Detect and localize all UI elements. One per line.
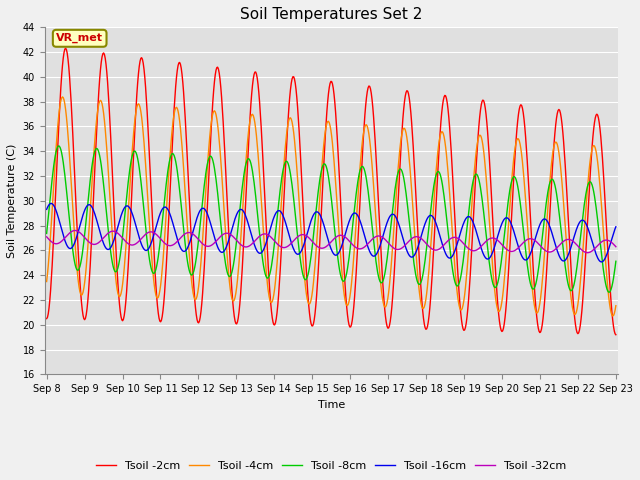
Tsoil -2cm (170, 107, 178, 112)
Tsoil -16cm (401, 243, 409, 249)
Tsoil -16cm (612, 224, 620, 229)
Tsoil -32cm (418, 236, 426, 242)
Tsoil -2cm (53, 162, 61, 168)
Tsoil -8cm (401, 185, 409, 191)
Tsoil -4cm (418, 304, 426, 310)
Tsoil -2cm (612, 332, 620, 337)
Tsoil -4cm (170, 111, 178, 117)
Line: Tsoil -4cm: Tsoil -4cm (47, 97, 616, 316)
Tsoil -8cm (54, 143, 62, 149)
Tsoil -2cm (113, 253, 120, 259)
Tsoil -8cm (612, 258, 620, 264)
Tsoil -16cm (43, 206, 51, 212)
Tsoil -4cm (200, 213, 208, 219)
Tsoil -16cm (47, 201, 55, 206)
Line: Tsoil -2cm: Tsoil -2cm (47, 48, 616, 335)
Tsoil -2cm (200, 266, 208, 272)
Tsoil -16cm (200, 206, 208, 212)
Tsoil -32cm (584, 250, 591, 255)
Line: Tsoil -32cm: Tsoil -32cm (47, 230, 616, 252)
Tsoil -4cm (53, 134, 61, 140)
Tsoil -8cm (43, 230, 51, 236)
Tsoil -8cm (53, 146, 61, 152)
Tsoil -4cm (401, 127, 409, 133)
Tsoil -32cm (200, 242, 208, 248)
Tsoil -2cm (401, 93, 409, 99)
Tsoil -2cm (43, 316, 51, 322)
Tsoil -32cm (71, 228, 79, 233)
Tsoil -32cm (170, 241, 178, 247)
Legend: Tsoil -2cm, Tsoil -4cm, Tsoil -8cm, Tsoil -16cm, Tsoil -32cm: Tsoil -2cm, Tsoil -4cm, Tsoil -8cm, Tsoi… (92, 456, 571, 475)
Tsoil -2cm (62, 45, 70, 51)
Tsoil -8cm (113, 269, 120, 275)
Tsoil -32cm (113, 229, 120, 235)
Tsoil -16cm (170, 225, 178, 230)
Tsoil -4cm (609, 313, 616, 319)
Tsoil -8cm (170, 153, 178, 158)
Line: Tsoil -16cm: Tsoil -16cm (47, 204, 616, 262)
Tsoil -4cm (59, 94, 67, 100)
Tsoil -4cm (113, 280, 120, 286)
Tsoil -16cm (54, 213, 61, 218)
Text: VR_met: VR_met (56, 33, 103, 43)
Title: Soil Temperatures Set 2: Soil Temperatures Set 2 (240, 7, 422, 22)
Tsoil -2cm (418, 299, 426, 304)
Tsoil -8cm (418, 276, 426, 282)
Tsoil -16cm (113, 229, 120, 235)
Tsoil -16cm (598, 259, 605, 265)
Tsoil -8cm (605, 289, 612, 295)
Tsoil -8cm (200, 183, 208, 189)
Tsoil -4cm (43, 279, 51, 285)
X-axis label: Time: Time (317, 400, 345, 409)
Y-axis label: Soil Temperature (C): Soil Temperature (C) (7, 144, 17, 258)
Tsoil -32cm (43, 234, 51, 240)
Tsoil -32cm (401, 242, 409, 248)
Tsoil -16cm (418, 231, 426, 237)
Tsoil -4cm (612, 303, 620, 309)
Tsoil -32cm (612, 244, 620, 250)
Tsoil -32cm (53, 241, 61, 247)
Line: Tsoil -8cm: Tsoil -8cm (47, 146, 616, 292)
